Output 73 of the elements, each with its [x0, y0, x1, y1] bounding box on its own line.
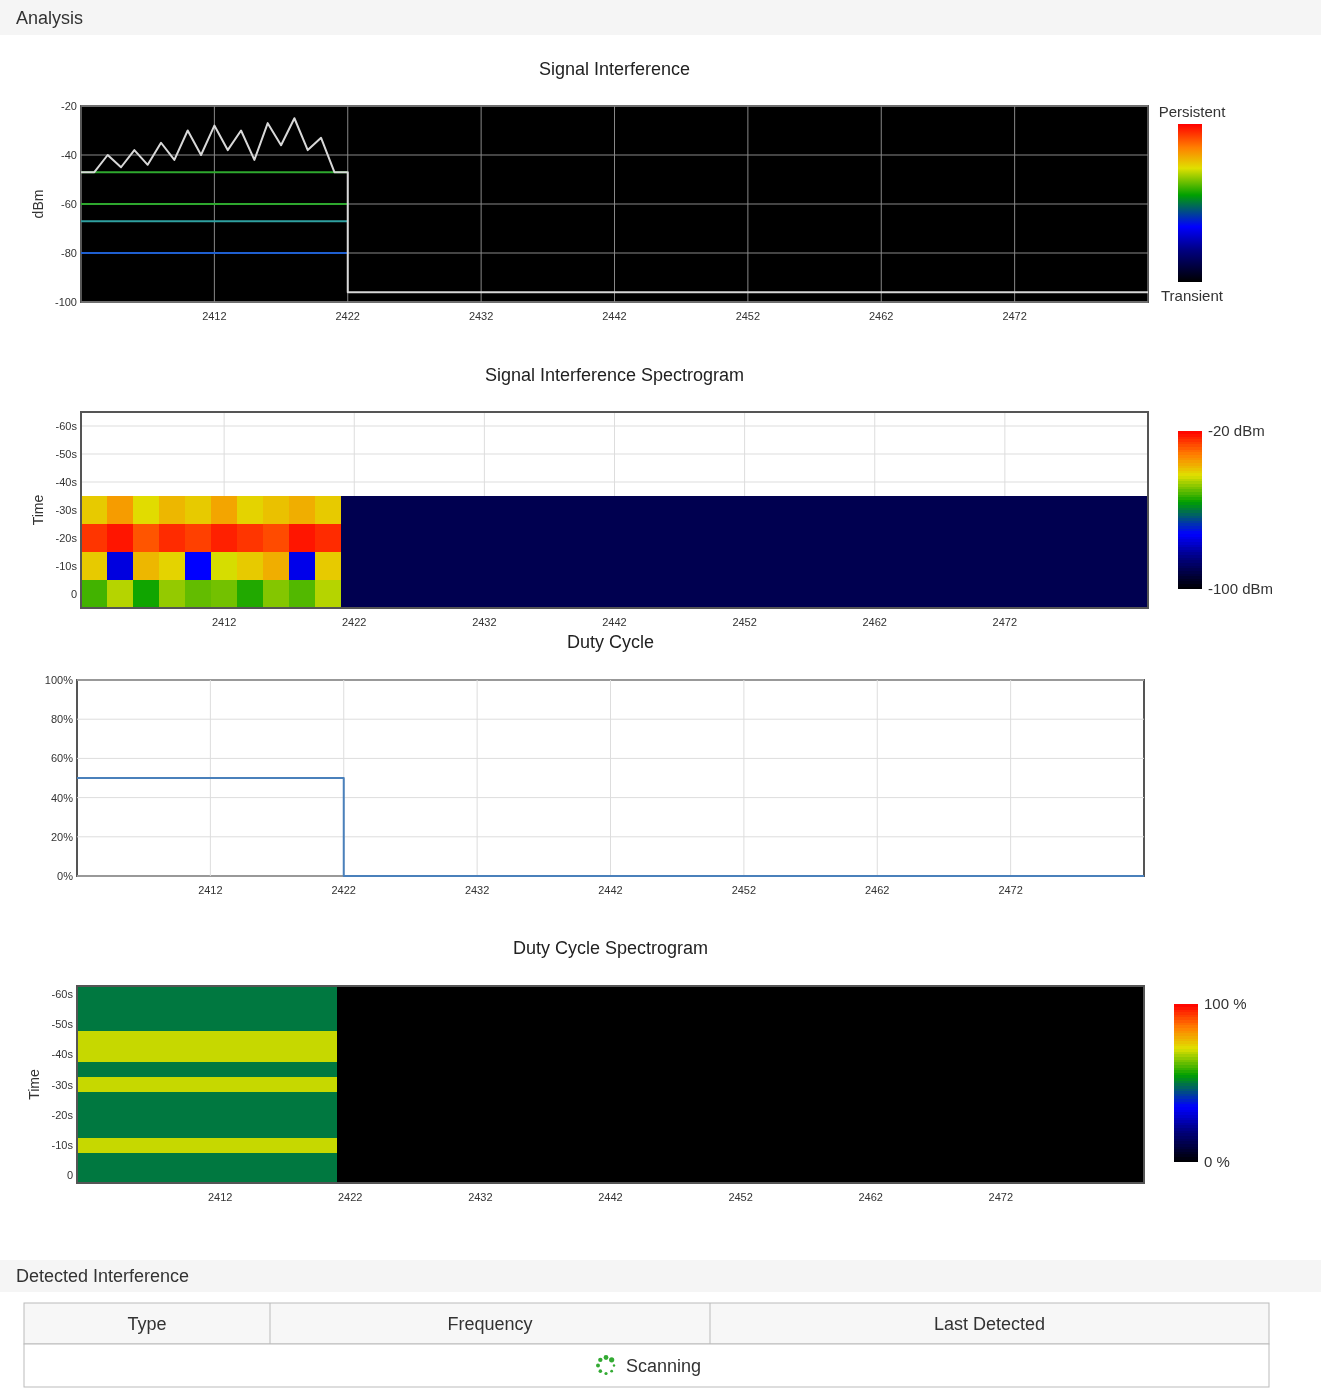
text: Analysis	[16, 7, 84, 28]
x-tick-label: 2432	[472, 616, 497, 628]
y-tick-label: 0%	[57, 870, 74, 882]
x-tick-label: 2472	[1002, 310, 1027, 322]
x-tick-label: 2432	[468, 1191, 493, 1203]
y-tick-label: 40%	[50, 791, 74, 804]
y-tick-label: -30s	[51, 1078, 74, 1091]
y-tick-label: 100%	[44, 674, 74, 686]
y-tick-label: -20s	[55, 532, 78, 544]
y-tick-label: 60%	[50, 752, 74, 765]
x-tick-label: 2432	[464, 884, 490, 896]
x-tick-label: 2472	[992, 616, 1018, 628]
y-axis-title: Time	[26, 1068, 42, 1100]
y-axis-title: dBm	[30, 189, 46, 219]
text: Last Detected	[933, 1313, 1046, 1334]
color-bar-label: 100 %	[1204, 995, 1247, 1012]
y-tick-label: -40	[61, 149, 77, 161]
chart-title: Duty Cycle Spectrogram	[512, 938, 709, 958]
text: Type	[127, 1313, 167, 1334]
x-tick-label: 2422	[342, 616, 367, 628]
y-tick-label: 0	[66, 1169, 73, 1182]
x-tick-label: 2412	[202, 310, 227, 322]
x-tick-label: 2442	[598, 884, 623, 896]
x-tick-label: 2472	[988, 1191, 1014, 1203]
text: Frequency	[447, 1313, 533, 1334]
x-tick-label: 2452	[731, 884, 757, 896]
x-tick-label: 2422	[335, 310, 360, 322]
y-tick-label: -60s	[55, 420, 78, 432]
x-tick-label: 2462	[862, 616, 887, 628]
x-tick-label: 2422	[331, 884, 356, 896]
y-tick-label: -30s	[55, 504, 78, 516]
y-tick-label: -10s	[51, 1139, 74, 1152]
y-tick-label: 0	[70, 588, 77, 600]
x-tick-label: 2442	[602, 310, 627, 322]
x-tick-label: 2472	[998, 884, 1023, 896]
y-tick-label: 20%	[50, 830, 74, 843]
line-series	[80, 117, 1149, 294]
x-tick-label: 2412	[207, 1191, 233, 1203]
y-tick-label: -60s	[51, 987, 74, 1000]
chart-title: Signal Interference	[538, 59, 691, 79]
x-tick-label: 2432	[468, 310, 494, 322]
text: Detected Interference	[16, 1266, 190, 1286]
color-bar-label: 0 %	[1204, 1153, 1230, 1170]
color-bar-label: -20 dBm	[1208, 422, 1265, 439]
y-tick-label: 80%	[50, 713, 74, 726]
x-tick-label: 2442	[602, 616, 627, 628]
color-bar-label: -100 dBm	[1208, 580, 1274, 597]
y-axis-title: Time	[30, 494, 46, 526]
y-tick-label: -40s	[55, 476, 78, 488]
y-tick-label: -60	[61, 198, 77, 210]
x-tick-label: 2452	[732, 616, 757, 628]
x-tick-label: 2452	[728, 1191, 753, 1203]
x-tick-label: 2462	[858, 1191, 883, 1203]
x-tick-label: 2452	[735, 310, 761, 322]
y-tick-label: -50s	[55, 448, 78, 460]
x-tick-label: 2442	[598, 1191, 623, 1203]
y-tick-label: -20	[61, 100, 77, 112]
x-tick-label: 2422	[338, 1191, 363, 1203]
y-tick-label: -50s	[51, 1017, 74, 1030]
x-tick-label: 2462	[865, 884, 890, 896]
chart-title: Duty Cycle	[566, 632, 655, 652]
text: Persistent	[1158, 103, 1227, 120]
y-tick-label: -80	[61, 247, 77, 259]
y-tick-label: -40s	[51, 1048, 74, 1061]
x-tick-label: 2462	[869, 310, 894, 322]
text: Transient	[1161, 287, 1224, 304]
y-tick-label: -20s	[51, 1108, 74, 1121]
y-tick-label: -100	[54, 296, 77, 308]
x-tick-label: 2412	[198, 884, 223, 896]
y-tick-label: -10s	[55, 560, 78, 572]
x-tick-label: 2412	[211, 616, 237, 628]
text: Scanning	[626, 1355, 702, 1376]
chart-title: Signal Interference Spectrogram	[484, 365, 745, 385]
